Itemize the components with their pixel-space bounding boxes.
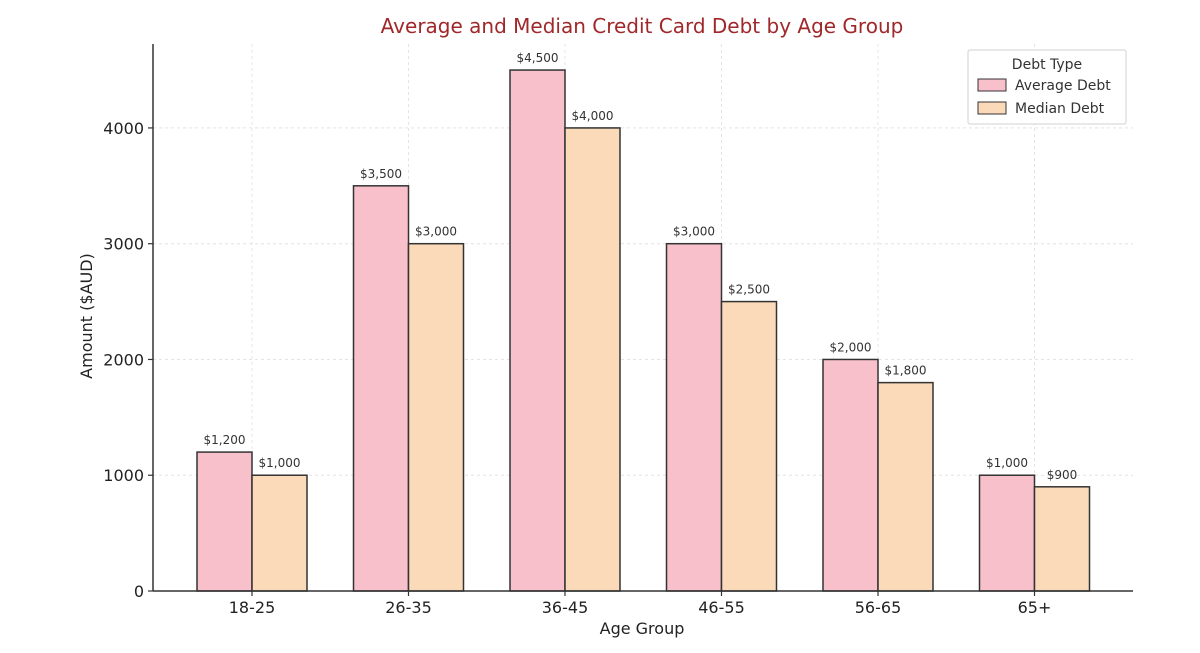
legend-label-average-debt: Average Debt: [1015, 78, 1111, 94]
data-label-average-debt: $3,000: [673, 225, 715, 239]
data-label-median-debt: $2,500: [728, 283, 770, 297]
data-label-average-debt: $1,200: [204, 433, 246, 447]
data-label-median-debt: $1,800: [885, 364, 927, 378]
x-tick-label: 46-55: [698, 598, 745, 617]
x-tick-label: 26-35: [385, 598, 432, 617]
bar-median-debt: [564, 127, 621, 592]
bar-average-debt: [822, 358, 879, 592]
data-label-median-debt: $1,000: [259, 456, 301, 470]
data-label-median-debt: $3,000: [415, 225, 457, 239]
y-tick-label: 2000: [103, 350, 144, 369]
data-label-average-debt: $4,500: [517, 51, 559, 65]
y-tick-label: 3000: [103, 235, 144, 254]
data-label-median-debt: $900: [1047, 468, 1078, 482]
y-tick-label: 0: [134, 582, 144, 601]
legend-swatch-median-debt: [977, 101, 1007, 115]
x-tick-label: 65+: [1018, 598, 1052, 617]
data-label-average-debt: $2,000: [830, 340, 872, 354]
y-tick-label: 4000: [103, 119, 144, 138]
legend-label-median-debt: Median Debt: [1015, 101, 1105, 117]
legend-swatch-average-debt: [977, 78, 1007, 92]
chart-title: Average and Median Credit Card Debt by A…: [381, 14, 904, 38]
bar-median-debt: [720, 300, 778, 592]
bar-median-debt: [1033, 486, 1091, 592]
data-labels: $1,200 $3,500 $4,500 $3,000 $2,000 $1,000 $1,0…: [204, 51, 1078, 482]
data-label-average-debt: $1,000: [986, 456, 1028, 470]
x-tick-label: 56-65: [855, 598, 902, 617]
x-tick-label: 36-45: [542, 598, 589, 617]
y-tick-label: 1000: [103, 466, 144, 485]
bar-average-debt: [352, 185, 410, 592]
bar-average-debt: [509, 69, 566, 592]
x-axis-title: Age Group: [600, 619, 685, 638]
bar-average-debt: [978, 474, 1036, 592]
legend-title: Debt Type: [1012, 57, 1082, 73]
bar-average-debt: [665, 242, 723, 592]
bar-median-debt: [407, 242, 465, 592]
legend-box: [967, 49, 1127, 125]
data-label-median-debt: $4,000: [572, 109, 614, 123]
bars: [196, 69, 1091, 592]
axes: 0 1000 2000 3000 4000 18-25 26-35 36-45 46-55 56-…: [103, 44, 1133, 617]
bar-median-debt: [877, 381, 934, 592]
data-label-average-debt: $3,500: [360, 167, 402, 181]
bar-median-debt: [251, 474, 308, 592]
y-axis-title: Amount ($AUD): [77, 253, 96, 379]
legend: Debt Type Average Debt Median Debt: [967, 49, 1127, 125]
bar-average-debt: [196, 451, 253, 592]
x-tick-label: 18-25: [229, 598, 276, 617]
